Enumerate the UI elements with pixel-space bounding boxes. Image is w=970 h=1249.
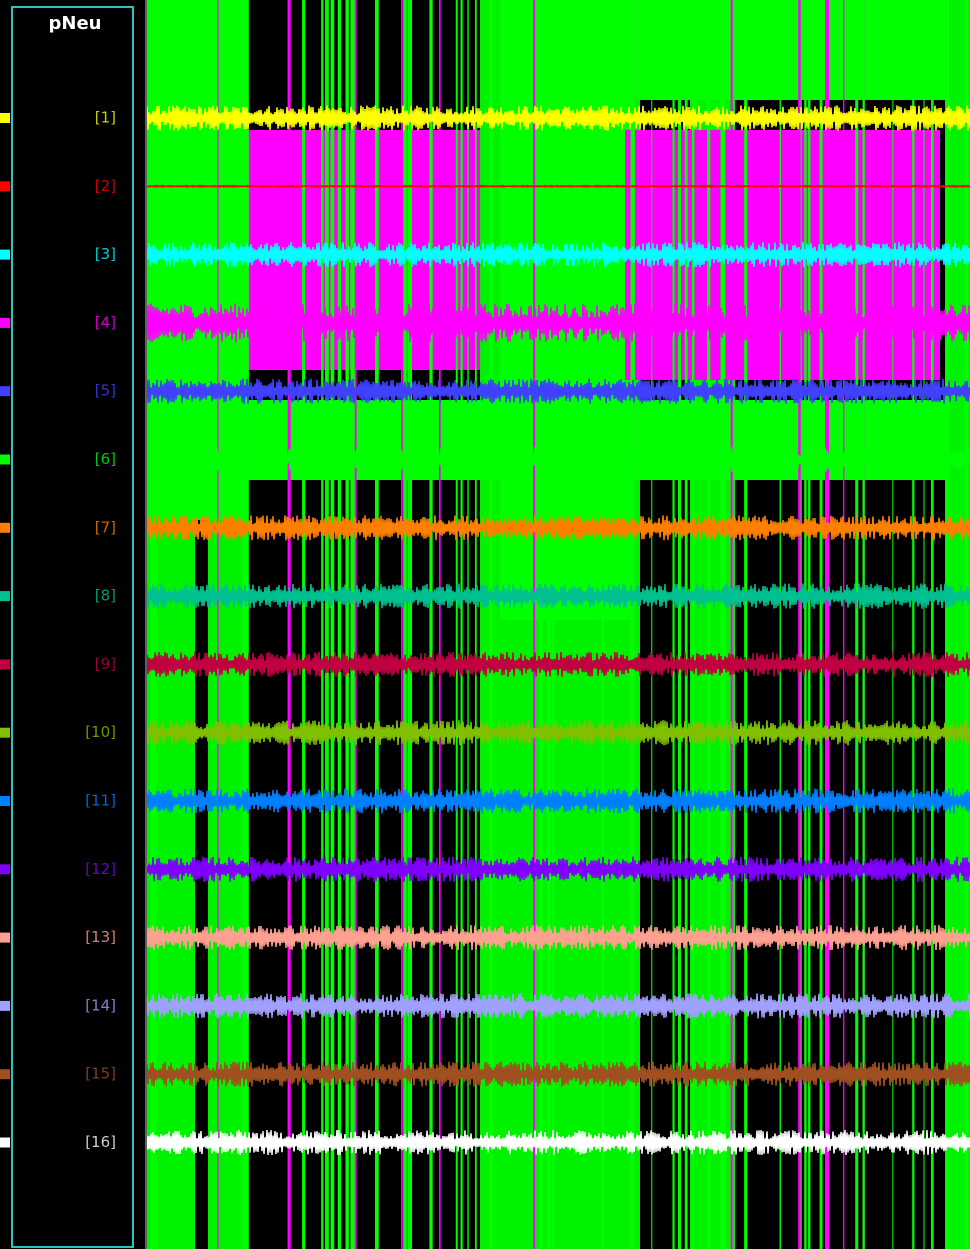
channel-label: [13]: [85, 928, 116, 946]
channel-labels: [1] [2] [3] [4] [5] [6] [7] [8] [9] [10] [11] [12] […: [0, 109, 116, 1151]
channel-label: [14]: [85, 996, 116, 1014]
channel-trace: [146, 105, 970, 131]
channel-marker: [0, 181, 10, 192]
channel-marker: [0, 591, 10, 602]
channel-marker: [0, 932, 10, 943]
channel-marker: [0, 386, 10, 397]
channel-label: [2]: [95, 177, 116, 195]
channel-marker: [0, 864, 10, 875]
channel-label: [15]: [85, 1065, 116, 1083]
channel-marker: [0, 1000, 10, 1011]
channel-trace: [146, 1061, 970, 1087]
channel-marker: [0, 659, 10, 670]
artifact-band: [600, 0, 735, 100]
channel-label: [11]: [85, 792, 116, 810]
channel-marker: [0, 1069, 10, 1080]
channel-label: [7]: [95, 518, 116, 536]
channel-label: [1]: [95, 109, 116, 127]
channel-trace: [146, 583, 970, 609]
channel-trace: [146, 788, 970, 814]
channel-trace: [146, 446, 970, 473]
channel-trace: [146, 303, 970, 343]
label-panel: [11, 6, 134, 1248]
channel-trace: [146, 924, 970, 951]
channel-marker: [0, 796, 10, 806]
channel-trace: [146, 241, 970, 268]
artifact-band: [735, 0, 945, 100]
trace-area: [146, 0, 970, 1249]
panel-title: pNeu: [49, 13, 102, 34]
channel-trace: [146, 1129, 970, 1156]
channel-trace: [146, 515, 970, 541]
channel-label: [5]: [95, 382, 116, 400]
channel-marker: [0, 249, 10, 260]
channel-label: [10]: [85, 723, 116, 741]
channel-label: [8]: [95, 587, 116, 605]
channel-marker: [0, 317, 10, 328]
channel-trace: [146, 184, 970, 189]
channel-marker: [0, 454, 10, 465]
channel-trace: [146, 378, 970, 404]
channel-label: [6]: [95, 450, 116, 468]
channel-marker: [0, 727, 10, 738]
channel-label: [16]: [85, 1133, 116, 1151]
channel-label: [9]: [95, 655, 116, 673]
channel-trace: [146, 856, 970, 882]
channel-label: [3]: [95, 245, 116, 263]
channel-trace: [146, 720, 970, 746]
channel-marker: [0, 522, 10, 533]
channel-label: [12]: [85, 860, 116, 878]
channel-marker: [0, 1137, 10, 1148]
artifact-band: [600, 400, 950, 480]
channel-marker: [0, 113, 10, 123]
channel-trace: [146, 651, 970, 678]
channel-trace: [146, 993, 970, 1019]
channel-label: [4]: [95, 313, 116, 331]
